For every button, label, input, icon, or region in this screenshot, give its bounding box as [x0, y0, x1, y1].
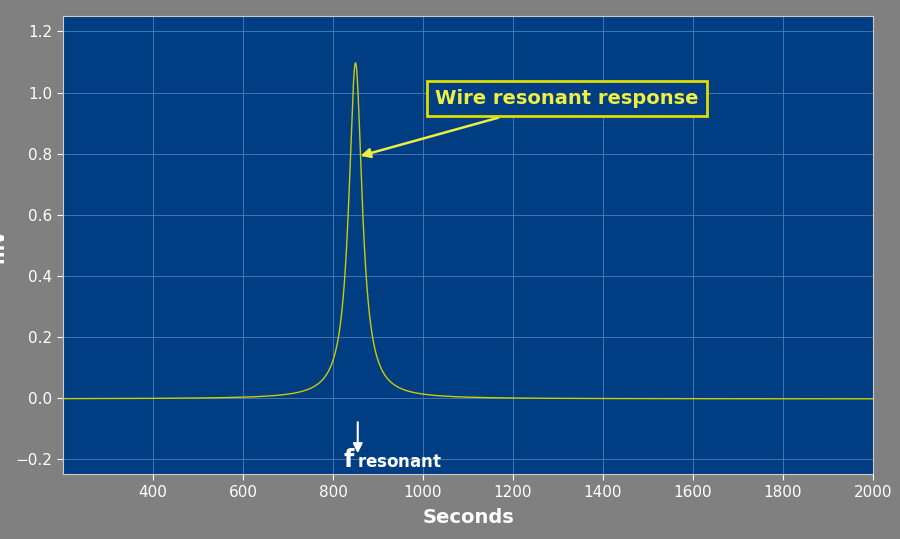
Text: $\mathbf{f}$: $\mathbf{f}$ [343, 448, 356, 472]
X-axis label: Seconds: Seconds [422, 508, 514, 527]
Y-axis label: mV: mV [0, 227, 7, 263]
Text: Wire resonant response: Wire resonant response [363, 89, 698, 157]
Text: $\mathbf{resonant}$: $\mathbf{resonant}$ [356, 453, 442, 471]
